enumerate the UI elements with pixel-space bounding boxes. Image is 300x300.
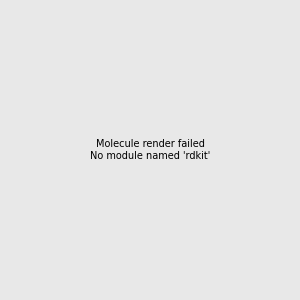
Text: Molecule render failed
No module named 'rdkit': Molecule render failed No module named '… bbox=[90, 139, 210, 161]
